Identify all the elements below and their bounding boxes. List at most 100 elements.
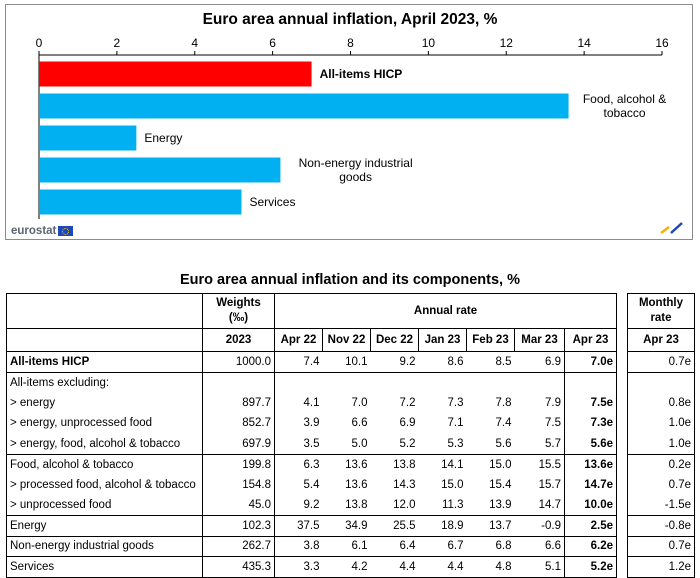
row-rate: 3.3 — [274, 556, 323, 578]
row-label: Non-energy industrial goods — [6, 535, 203, 557]
row-monthly-rate: 0.7e — [627, 535, 695, 557]
month-header: Apr 22 — [274, 328, 323, 352]
bar — [39, 157, 281, 183]
weights-label: Weights — [216, 297, 261, 309]
row-rate: 5.2e — [564, 556, 618, 578]
row-monthly-rate: -1.5e — [627, 495, 695, 516]
bar-category-label: Energy — [144, 131, 182, 145]
row-rate: 9.2 — [303, 499, 320, 511]
header-blank — [6, 328, 203, 352]
row-rate: 13.8 — [345, 499, 368, 511]
row-rate: 15.0 — [441, 478, 464, 491]
row-rate: 6.9 — [399, 417, 416, 430]
row-rate — [514, 371, 565, 393]
row-rate: 14.3 — [393, 478, 416, 491]
row-rate: 6.6 — [514, 535, 565, 557]
row-rate: 4.4 — [418, 556, 467, 578]
row-rate: 4.1 — [303, 396, 320, 409]
row-label: All-items HICP — [6, 351, 203, 372]
row-rate: 15.7 — [514, 474, 565, 495]
row-rate: 5.2 — [399, 437, 416, 450]
monthly-row: -1.5e — [627, 495, 695, 516]
row-rate: 7.3 — [447, 396, 464, 409]
row-monthly-rate: -0.8e — [627, 515, 695, 536]
row-rate: 14.7e — [564, 474, 618, 495]
table-row: Non-energy industrial goods 262.7 3.8 6.1 6.… — [6, 535, 618, 557]
weights-year-header: 2023 — [202, 328, 275, 352]
row-rate: 6.2e — [564, 535, 618, 557]
row-rate: 10.1 — [322, 351, 371, 372]
row-label: > energy, unprocessed food — [6, 413, 203, 434]
row-rate: 6.9 — [514, 351, 565, 372]
x-tick-label: 16 — [655, 36, 669, 50]
row-rate: 18.9 — [418, 515, 467, 536]
row-monthly-rate: 1.2e — [627, 556, 695, 578]
bar-chart: Euro area annual inflation, April 2023, … — [36, 11, 669, 219]
header-blank — [6, 293, 203, 329]
row-rate: 7.4 — [495, 417, 512, 430]
row-rate: 7.4 — [274, 351, 323, 372]
x-tick-label: 10 — [422, 36, 436, 50]
row-rate: 6.3 — [274, 453, 323, 475]
monthly-row: 0.7e — [627, 351, 695, 372]
monthly-month-header: Apr 23 — [627, 328, 695, 352]
table-row: > unprocessed food 45.0 9.2 13.8 12.0 11.3 13.… — [6, 495, 618, 516]
row-rate: 6.1 — [322, 535, 371, 557]
row-rate — [466, 371, 515, 393]
row-rate: 2.5e — [564, 515, 618, 536]
bar-category-label: Food, alcohol & — [583, 92, 666, 106]
row-rate — [322, 371, 371, 393]
row-rate: 13.9 — [489, 499, 512, 511]
bar-category-label: All-items HICP — [320, 67, 403, 81]
table-row: > energy, unprocessed food 852.7 3.9 6.6 6.9… — [6, 413, 618, 434]
table-row: Services 435.3 3.3 4.2 4.4 4.4 4.8 5.1 5.2e — [6, 556, 618, 578]
row-rate — [370, 371, 419, 393]
row-weight — [202, 371, 275, 393]
row-rate: 7.1 — [447, 417, 464, 430]
row-rate: 3.9 — [303, 417, 320, 430]
bar — [39, 61, 312, 87]
row-label: Food, alcohol & tobacco — [6, 453, 203, 475]
table-subheader-row: 2023 Apr 22 Nov 22 Dec 22 Jan 23 Feb 23 Mar 23… — [6, 328, 618, 352]
row-label: All-items excluding: — [6, 371, 203, 393]
row-rate: 9.2 — [370, 351, 419, 372]
row-rate: 37.5 — [274, 515, 323, 536]
bar-category-label: tobacco — [604, 106, 646, 120]
row-weight: 1000.0 — [202, 351, 275, 372]
row-monthly-rate: 0.2e — [627, 453, 695, 475]
row-rate: 6.4 — [370, 535, 419, 557]
row-weight: 262.7 — [202, 535, 275, 557]
table-title: Euro area annual inflation and its compo… — [180, 272, 520, 288]
row-rate: 7.9 — [514, 392, 565, 413]
row-rate: 13.6e — [564, 453, 618, 475]
x-tick-label: 8 — [347, 36, 354, 50]
row-weight: 435.3 — [202, 556, 275, 578]
row-rate: 8.6 — [418, 351, 467, 372]
annual-rate-header: Annual rate — [273, 293, 618, 329]
monthly-row: 0.2e — [627, 453, 695, 475]
bar — [39, 189, 242, 215]
row-weight: 102.3 — [202, 515, 275, 536]
row-rate: 4.4 — [370, 556, 419, 578]
row-rate: 14.7 — [514, 495, 565, 516]
table-row: > energy, food, alcohol & tobacco 697.9 3.… — [6, 433, 618, 454]
row-label: > processed food, alcohol & tobacco — [6, 474, 203, 495]
row-label: > unprocessed food — [6, 495, 203, 516]
weights-header: Weights (‰) — [202, 293, 275, 329]
row-rate: 6.6 — [351, 417, 368, 430]
row-label: > energy — [6, 392, 203, 413]
row-rate: 3.5 — [303, 437, 320, 450]
row-monthly-rate: 0.7e — [627, 351, 695, 372]
row-rate: 11.3 — [441, 499, 464, 511]
monthly-row: 1.0e — [627, 433, 695, 454]
row-rate: 25.5 — [370, 515, 419, 536]
row-rate: 5.0 — [351, 437, 368, 450]
row-rate: 6.8 — [466, 535, 515, 557]
month-header: Feb 23 — [466, 328, 515, 352]
monthly-subheader-row: Apr 23 — [627, 328, 695, 352]
row-rate: 15.4 — [489, 478, 512, 491]
month-header: Nov 22 — [322, 328, 371, 352]
row-rate: 7.3e — [564, 413, 618, 434]
table-row: All-items excluding: — [6, 371, 618, 393]
row-rate: -0.9 — [514, 515, 565, 536]
